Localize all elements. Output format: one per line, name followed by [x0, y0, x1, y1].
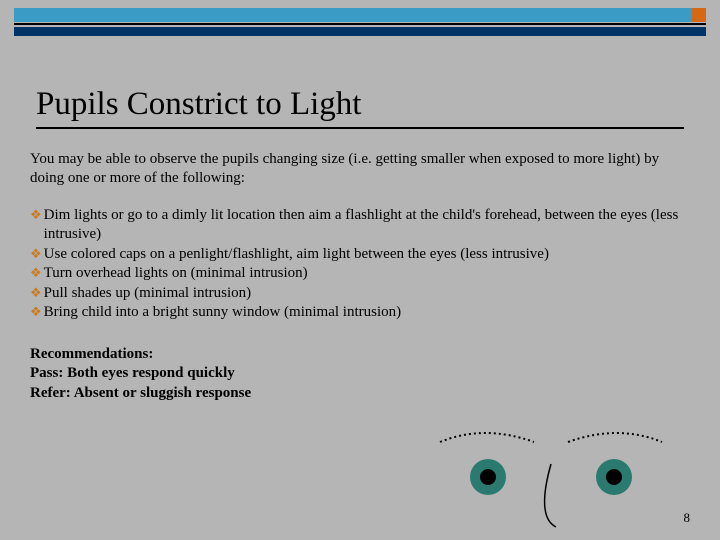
- list-item: ❖ Pull shades up (minimal intrusion): [30, 284, 690, 304]
- intro-paragraph: You may be able to observe the pupils ch…: [30, 150, 690, 188]
- bullet-list: ❖ Dim lights or go to a dimly lit locati…: [30, 206, 690, 323]
- list-item: ❖ Dim lights or go to a dimly lit locati…: [30, 206, 690, 245]
- title-underline: [36, 127, 684, 129]
- list-item-text: Bring child into a bright sunny window (…: [44, 303, 401, 323]
- body-content: You may be able to observe the pupils ch…: [30, 150, 690, 403]
- title-container: Pupils Constrict to Light: [36, 86, 684, 129]
- list-item: ❖ Bring child into a bright sunny window…: [30, 303, 690, 323]
- eyes-illustration: [434, 422, 668, 532]
- page-number: 8: [684, 510, 691, 526]
- header-corner-box: [692, 8, 706, 22]
- list-item-text: Dim lights or go to a dimly lit location…: [44, 206, 690, 245]
- bullet-icon: ❖: [30, 284, 42, 302]
- bullet-icon: ❖: [30, 303, 42, 321]
- header-underline-thin: [14, 23, 706, 25]
- list-item-text: Use colored caps on a penlight/flashligh…: [44, 245, 549, 265]
- slide-title: Pupils Constrict to Light: [36, 86, 684, 127]
- list-item-text: Pull shades up (minimal intrusion): [44, 284, 252, 304]
- header-bar: [14, 8, 706, 22]
- list-item: ❖ Use colored caps on a penlight/flashli…: [30, 245, 690, 265]
- bullet-icon: ❖: [30, 206, 42, 224]
- header-underline-thick: [14, 27, 706, 36]
- list-item: ❖ Turn overhead lights on (minimal intru…: [30, 264, 690, 284]
- list-item-text: Turn overhead lights on (minimal intrusi…: [44, 264, 308, 284]
- bullet-icon: ❖: [30, 264, 42, 282]
- recommendations-pass: Pass: Both eyes respond quickly: [30, 364, 690, 384]
- bullet-icon: ❖: [30, 245, 42, 263]
- recommendations-heading: Recommendations:: [30, 345, 690, 365]
- recommendations-refer: Refer: Absent or sluggish response: [30, 384, 690, 404]
